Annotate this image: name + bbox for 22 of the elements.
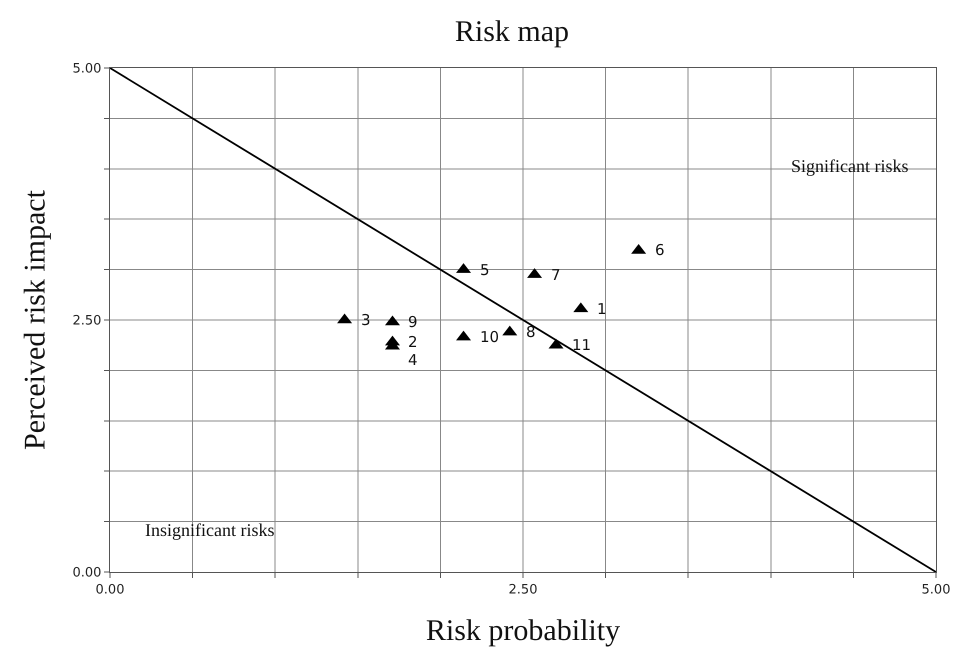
annotation: 9 <box>408 313 418 331</box>
x-tick-label: 5.00 <box>922 582 950 598</box>
annotation: 10 <box>480 328 500 346</box>
annotation: Significant risks <box>791 156 908 176</box>
annotation: 6 <box>655 241 665 259</box>
y-axis-title: Perceived risk impact <box>18 189 52 450</box>
annotation: 1 <box>597 300 607 318</box>
annotation: 4 <box>408 351 418 369</box>
annotation: 5 <box>480 261 490 279</box>
chart-title: Risk map <box>454 15 570 48</box>
annotation: 8 <box>526 323 536 341</box>
x-axis-title: Risk probability <box>426 614 620 648</box>
x-tick-label: 2.50 <box>508 582 538 598</box>
annotation: 3 <box>361 311 371 329</box>
y-tick-label: 2.50 <box>72 314 102 329</box>
annotation: 2 <box>408 333 418 351</box>
annotation: Insignificant risks <box>145 520 274 540</box>
x-tick-label: 0.00 <box>96 582 124 598</box>
annotation: 7 <box>551 266 561 284</box>
y-tick-label: 5.00 <box>72 62 102 77</box>
annotation: 11 <box>572 336 592 354</box>
y-tick-label: 0.00 <box>72 566 102 581</box>
